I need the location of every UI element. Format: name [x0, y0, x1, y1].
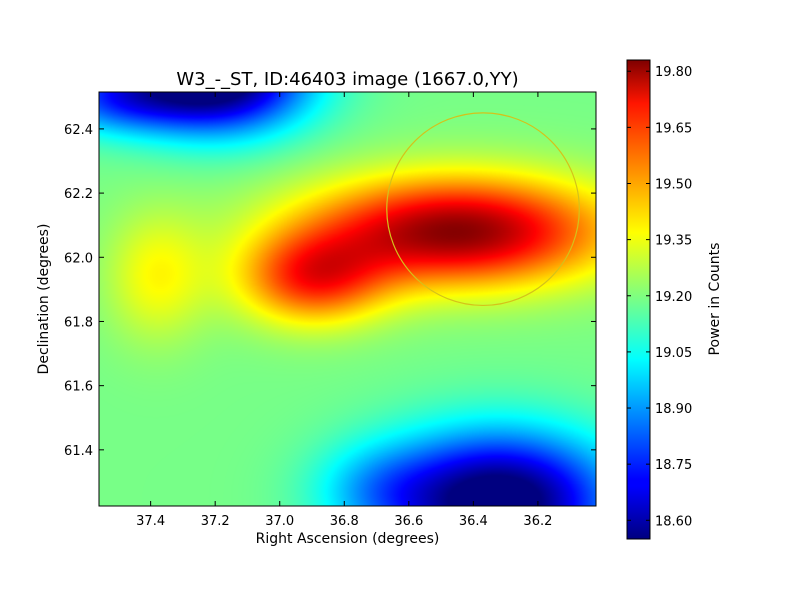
y-axis: 61.4 61.6 61.8 62.0 62.2 62.4 — [64, 123, 596, 459]
colorbar-label: Power in Counts — [707, 243, 723, 356]
x-tick-label: 36.8 — [330, 514, 359, 529]
chart-title: W3_-_ST, ID:46403 image (1667.0,YY) — [176, 69, 518, 90]
colorbar-gradient — [626, 59, 651, 540]
colorbar-tick-label: 19.65 — [655, 121, 692, 136]
x-tick-label: 36.6 — [394, 514, 423, 529]
y-tick-label: 61.6 — [64, 380, 93, 395]
y-tick-label: 61.8 — [64, 315, 93, 330]
colorbar-tick-label: 19.20 — [655, 290, 692, 305]
x-axis: 37.4 37.2 37.0 36.8 36.6 36.4 36.2 — [136, 92, 552, 529]
colorbar-tick-label: 19.80 — [655, 65, 692, 80]
heatmap-image — [99, 92, 596, 506]
colorbar-tick-label: 19.05 — [655, 346, 692, 361]
annotations — [386, 112, 580, 307]
colorbar-tick-label: 18.90 — [655, 402, 692, 417]
colorbar-tick-label: 19.50 — [655, 177, 692, 192]
colorbar-ticks: 18.60 18.75 18.90 19.05 19.20 19.35 19.50 19.65… — [627, 65, 692, 529]
annotation-circle — [386, 112, 580, 307]
y-tick-label: 62.0 — [64, 251, 93, 266]
x-tick-label: 36.2 — [523, 514, 552, 529]
y-axis-label: Declination (degrees) — [36, 224, 52, 375]
x-tick-label: 36.4 — [459, 514, 488, 529]
x-tick-label: 37.0 — [265, 514, 294, 529]
x-axis-label: Right Ascension (degrees) — [256, 531, 440, 547]
x-tick-label: 37.2 — [201, 514, 230, 529]
colorbar: 18.60 18.75 18.90 19.05 19.20 19.35 19.50 19.65… — [626, 59, 723, 540]
y-tick-label: 62.4 — [64, 123, 93, 138]
plot-frame — [98, 91, 597, 507]
x-tick-label: 37.4 — [136, 514, 165, 529]
colorbar-tick-label: 18.75 — [655, 458, 692, 473]
y-tick-label: 62.2 — [64, 187, 93, 202]
colorbar-tick-label: 19.35 — [655, 234, 692, 249]
y-tick-label: 61.4 — [64, 444, 93, 459]
colorbar-tick-label: 18.60 — [655, 514, 692, 529]
